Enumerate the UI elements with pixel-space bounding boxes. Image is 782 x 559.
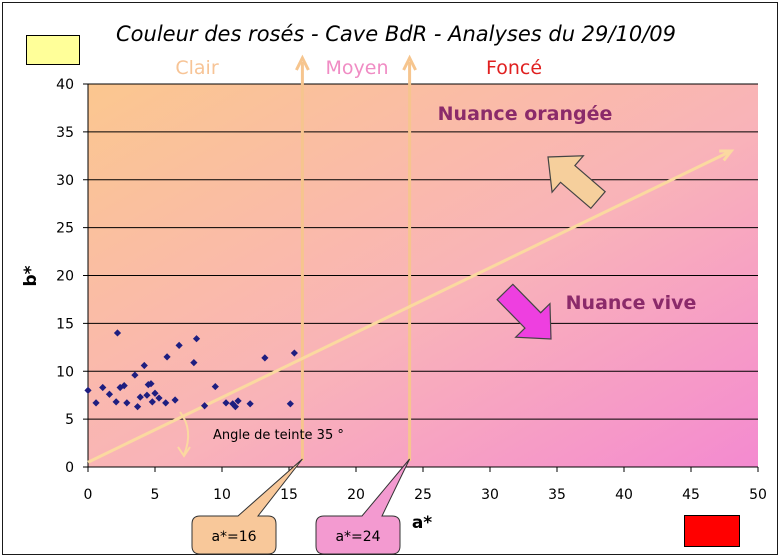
data-point: [105, 390, 114, 398]
y-tick-label: 10: [56, 364, 74, 380]
data-points: [84, 329, 298, 411]
hue-angle: [87, 149, 735, 464]
y-tick-label: 25: [56, 221, 74, 237]
y-tick-label: 20: [56, 269, 74, 285]
nuance-arrows: [496, 155, 607, 340]
data-point: [112, 398, 120, 406]
data-point: [136, 393, 144, 401]
threshold-lines: [295, 54, 417, 461]
x-tick-label: 30: [481, 487, 499, 503]
data-point: [99, 383, 107, 392]
data-point: [234, 397, 242, 405]
y-tick-label: 5: [65, 412, 74, 428]
hue-angle-label: Angle de teinte 35 °: [213, 428, 344, 443]
data-point: [140, 361, 148, 370]
annotation-nuance-orangee: Nuance orangée: [438, 103, 613, 125]
nuance-vive-arrow: [496, 283, 552, 340]
gridlines: [88, 83, 758, 420]
y-tick-label: 35: [56, 125, 74, 141]
data-point: [84, 386, 92, 394]
y-tick-label: 15: [56, 316, 74, 332]
data-point: [155, 394, 163, 402]
data-point: [211, 382, 219, 391]
data-point: [222, 399, 230, 407]
data-point: [151, 389, 159, 397]
data-point: [120, 382, 128, 390]
data-point: [190, 359, 198, 367]
hue-angle-arc-arrowhead: [177, 446, 191, 458]
y-tick-label: 0: [65, 460, 74, 476]
callout-label-16: a*=16: [211, 529, 256, 545]
data-point: [131, 371, 139, 379]
axes: [83, 83, 759, 472]
x-tick-label: 35: [548, 487, 566, 503]
hue-angle-arrowhead: [719, 149, 735, 162]
data-point: [286, 400, 294, 408]
nuance-orangee-arrow: [547, 155, 607, 210]
callout-box-16: [191, 458, 303, 555]
y-axis-label: b*: [21, 265, 41, 286]
data-point: [175, 341, 183, 349]
chart-title: Couleur des rosés - Cave BdR - Analyses …: [116, 22, 676, 46]
data-point: [92, 399, 100, 407]
threshold-callouts: a*=16 a*=24: [191, 458, 411, 555]
data-point: [113, 329, 122, 337]
x-axis-label: a*: [412, 513, 432, 533]
tick-labels: 0 5 10 15 20 25 30 35 40 45 50 0 5 10 15 20 25 30 35 40: [56, 77, 767, 503]
x-tick-label: 25: [414, 487, 432, 503]
y-tick-label: 40: [56, 77, 74, 93]
data-point: [147, 380, 155, 388]
data-point: [116, 383, 124, 392]
data-point: [290, 349, 298, 357]
data-point: [231, 403, 239, 411]
data-point: [192, 335, 201, 343]
dark-color-swatch: [684, 515, 740, 547]
data-point: [261, 354, 269, 362]
category-moyen: Moyen: [326, 57, 389, 79]
annotation-nuance-vive: Nuance vive: [566, 292, 697, 314]
data-point: [246, 400, 254, 408]
data-point: [162, 399, 170, 407]
x-tick-label: 20: [347, 487, 365, 503]
data-point: [144, 381, 152, 389]
x-tick-label: 50: [749, 487, 767, 503]
data-point: [133, 403, 142, 411]
x-tick-label: 10: [213, 487, 231, 503]
hue-angle-arc: [179, 411, 190, 456]
data-point: [143, 391, 151, 399]
x-tick-label: 0: [84, 487, 93, 503]
callout-box-24: [315, 458, 411, 555]
threshold-arrowhead-16: [295, 54, 310, 71]
chart-labels: Couleur des rosés - Cave BdR - Analyses …: [21, 22, 696, 533]
x-tick-label: 5: [151, 487, 160, 503]
data-point: [163, 353, 171, 361]
data-point: [123, 399, 131, 407]
y-tick-label: 30: [56, 173, 74, 189]
data-point: [148, 398, 156, 406]
category-fonce: Foncé: [486, 57, 542, 79]
data-point: [200, 402, 209, 410]
x-tick-label: 45: [682, 487, 700, 503]
hue-angle-line: [87, 149, 732, 464]
light-color-swatch: [26, 35, 80, 65]
category-clair: Clair: [175, 57, 218, 79]
x-tick-label: 40: [615, 487, 633, 503]
threshold-arrowhead-24: [402, 54, 417, 71]
data-point: [171, 396, 179, 404]
x-tick-label: 15: [280, 487, 298, 503]
callout-label-24: a*=24: [335, 529, 380, 545]
